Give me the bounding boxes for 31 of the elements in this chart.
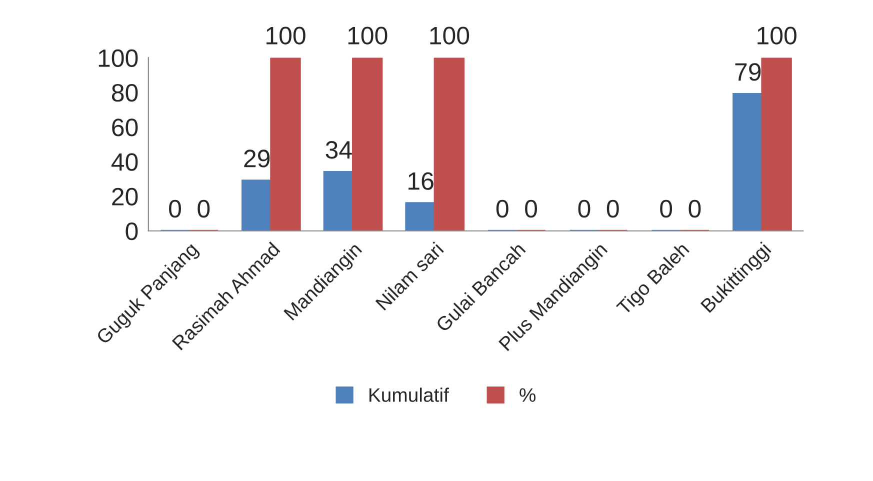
data-label: 100 [266,26,306,44]
y-tick-label: 100 [98,49,138,68]
y-tick-label: 80 [112,84,138,102]
bar [434,58,465,231]
data-label: 100 [430,26,470,44]
data-label: 79 [735,63,761,81]
bar [241,180,272,231]
y-tick-label: 0 [126,222,138,240]
bar [352,58,383,231]
data-label: 34 [326,141,352,159]
legend-label: Kumulatif [369,388,449,402]
data-label: 0 [169,200,181,218]
data-label: 0 [606,200,619,218]
data-label: 100 [758,26,796,44]
legend-label: % [520,388,536,402]
data-label: 0 [525,200,538,218]
data-label: 0 [688,200,701,218]
bar [270,58,301,231]
data-label: 29 [244,150,270,168]
data-label: 0 [660,200,672,218]
data-label: 0 [578,200,590,218]
data-label: 0 [198,200,210,218]
bar [761,58,792,231]
data-label: 0 [496,200,508,218]
y-tick-label: 40 [111,153,138,171]
y-tick-label: 20 [112,188,138,206]
y-tick-label: 60 [112,118,138,136]
bar [405,202,436,231]
data-label: 100 [348,26,388,44]
data-label: 16 [408,172,434,190]
bar [732,93,764,231]
